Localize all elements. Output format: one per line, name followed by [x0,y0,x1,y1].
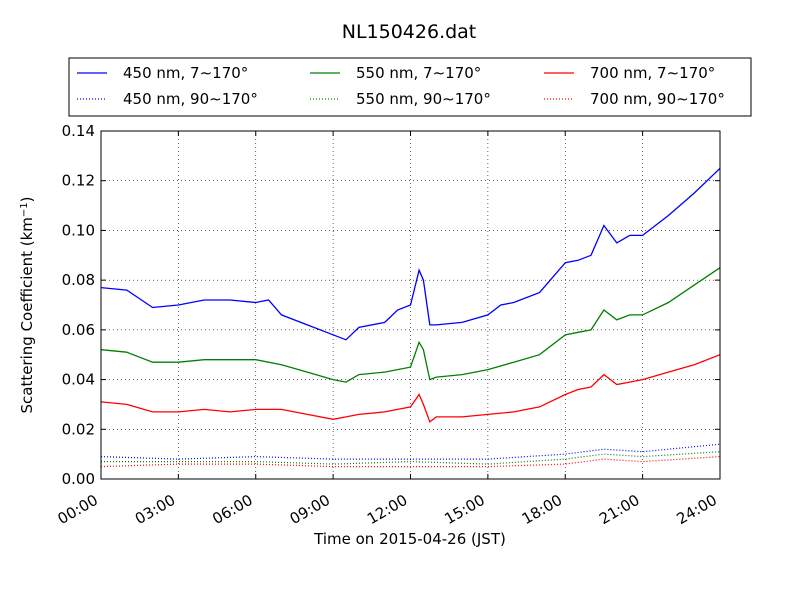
y-tick-label: 0.12 [62,172,95,190]
y-tick-label: 0.04 [62,371,95,389]
y-axis-label-close: ) [18,196,36,202]
y-axis-label: Scattering Coefficient (km−1) [18,196,36,413]
legend-label-5: 550 nm, 90∼170° [356,90,491,108]
legend-box [68,57,752,117]
legend-label-3: 700 nm, 7∼170° [590,64,715,82]
legend-label-1: 450 nm, 7∼170° [123,64,248,82]
series-line-6 [101,456,720,468]
y-tick-label: 0.08 [62,271,95,289]
series-line-3 [101,354,720,423]
legend-label-2: 550 nm, 7∼170° [356,64,481,82]
y-tick-label: 0.10 [62,221,95,239]
legend: 450 nm, 7∼170° 550 nm, 7∼170° 700 nm, 7∼17… [68,57,752,117]
y-axis-label-main: Scattering Coefficient (km [18,217,36,413]
series-line-4 [101,443,720,460]
y-tick-label: 0.14 [62,122,95,140]
series-line-2 [101,267,720,383]
series-group [101,167,720,468]
legend-label-4: 450 nm, 90∼170° [123,90,258,108]
series-line-5 [101,451,720,465]
y-tick-label: 0.00 [62,470,95,488]
y-axis-label-sup: −1 [19,202,30,217]
chart-title: NL150426.dat [342,21,477,43]
legend-label-6: 700 nm, 90∼170° [590,90,725,108]
y-tick-label: 0.06 [62,321,95,339]
y-tick-label: 0.02 [62,420,95,438]
x-axis-label: Time on 2015-04-26 (JST) [313,530,506,548]
series-line-1 [101,167,720,341]
